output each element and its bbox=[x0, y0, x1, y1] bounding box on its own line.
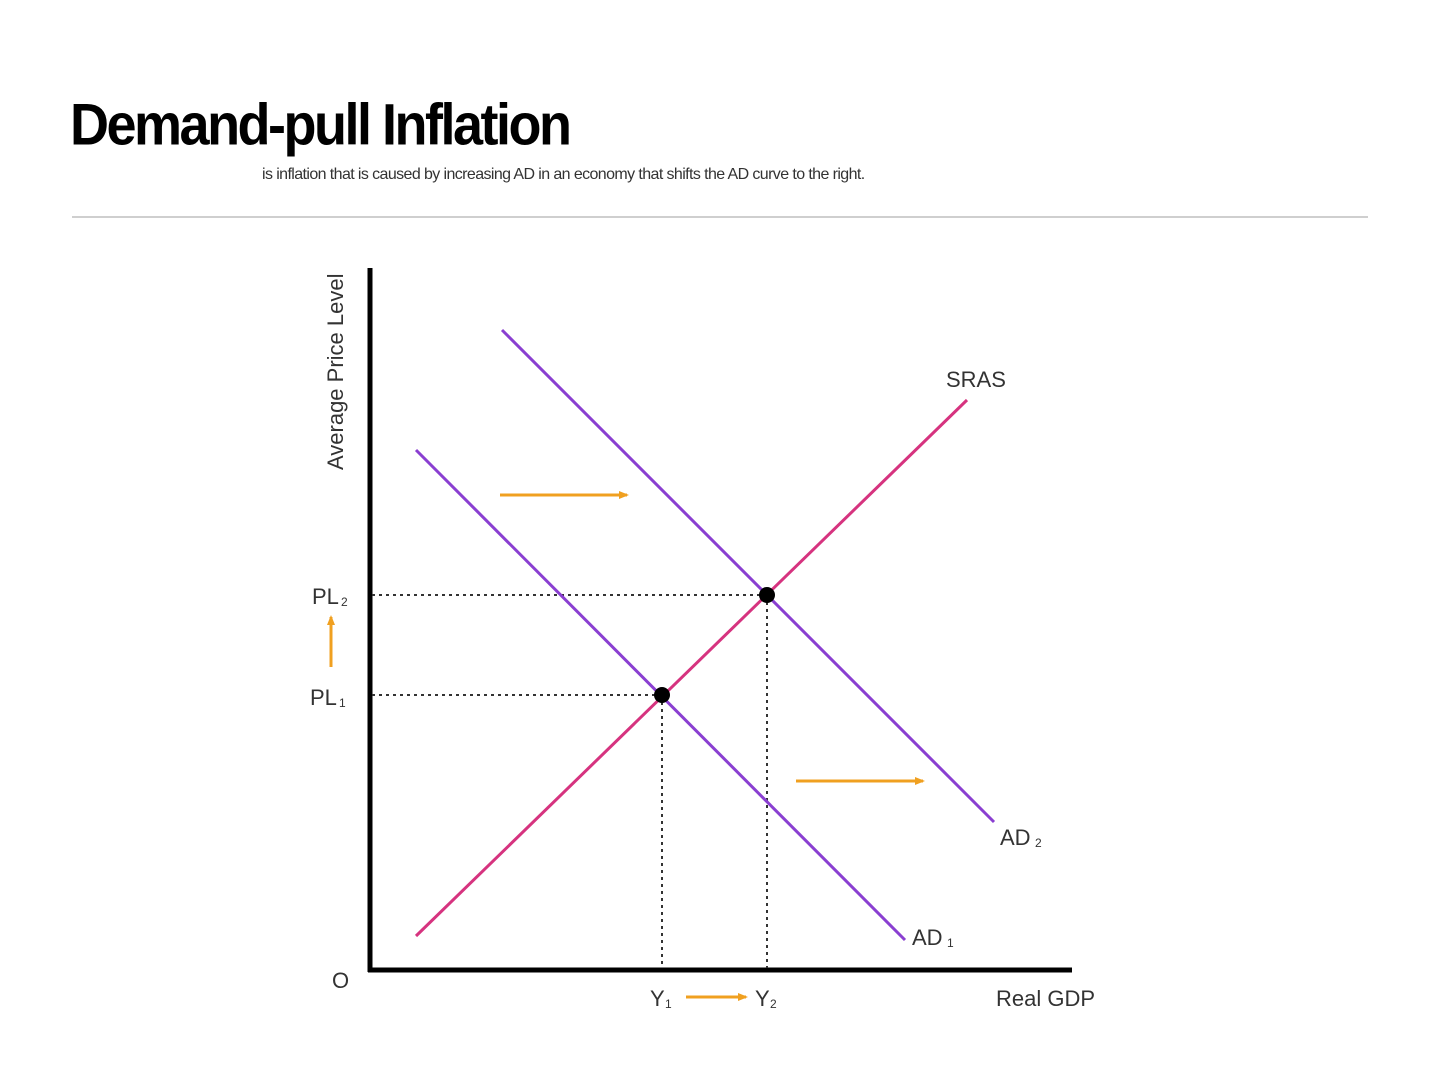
slide-subtitle: is inflation that is caused by increasin… bbox=[262, 166, 865, 183]
sras-label: SRAS bbox=[946, 367, 1006, 392]
ad1-label: AD bbox=[912, 925, 943, 950]
ad1-subscript: 1 bbox=[947, 936, 954, 950]
ad2-curve bbox=[500, 328, 996, 824]
y1-subscript: 1 bbox=[665, 997, 672, 1011]
sras-curve bbox=[414, 398, 969, 938]
x-axis-label: Real GDP bbox=[996, 986, 1095, 1011]
y-axis-label: Average Price Level bbox=[323, 274, 348, 471]
y1-label: Y bbox=[650, 986, 665, 1011]
title-divider bbox=[72, 216, 1368, 218]
equilibrium-point-2 bbox=[759, 587, 775, 603]
pl1-label: PL bbox=[310, 685, 337, 710]
equilibrium-point-1 bbox=[654, 687, 670, 703]
y2-subscript: 2 bbox=[770, 997, 777, 1011]
slide-title: Demand-pull Inflation bbox=[70, 92, 572, 158]
pl2-label: PL bbox=[312, 584, 339, 609]
origin-label: O bbox=[332, 968, 349, 993]
y2-label: Y bbox=[755, 986, 770, 1011]
pl2-subscript: 2 bbox=[341, 595, 348, 609]
ad2-subscript: 2 bbox=[1035, 836, 1042, 850]
pl1-subscript: 1 bbox=[339, 696, 346, 710]
ad2-label: AD bbox=[1000, 825, 1031, 850]
